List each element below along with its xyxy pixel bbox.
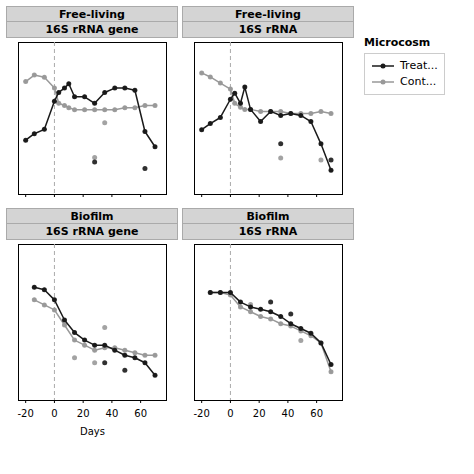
svg-text:20: 20 xyxy=(77,408,90,419)
html-text:Biofilm: Biofilm xyxy=(70,210,114,223)
html-text:16S rRNA: 16S rRNA xyxy=(238,225,298,238)
svg-text:0: 0 xyxy=(227,408,233,419)
html-text:Cont...: Cont... xyxy=(400,75,437,88)
svg-text:-20: -20 xyxy=(18,408,34,419)
svg-text:60: 60 xyxy=(134,408,147,419)
svg-text:-20: -20 xyxy=(194,408,210,419)
html-text:Treat...: Treat... xyxy=(400,59,438,72)
svg-text:0: 0 xyxy=(51,408,57,419)
html-text:16S rRNA gene: 16S rRNA gene xyxy=(45,225,139,238)
html-text:Free-living: Free-living xyxy=(235,8,301,21)
svg-text:40: 40 xyxy=(106,408,119,419)
svg-text:40: 40 xyxy=(282,408,295,419)
svg-text:Days: Days xyxy=(80,426,105,437)
svg-text:20: 20 xyxy=(253,408,266,419)
html-text:Biofilm: Biofilm xyxy=(246,210,290,223)
html-text:16S rRNA: 16S rRNA xyxy=(238,23,298,36)
html-text:Microcosm: Microcosm xyxy=(364,36,431,49)
html-text:Free-living: Free-living xyxy=(59,8,125,21)
svg-text:60: 60 xyxy=(310,408,323,419)
html-text:16S rRNA gene: 16S rRNA gene xyxy=(45,23,139,36)
